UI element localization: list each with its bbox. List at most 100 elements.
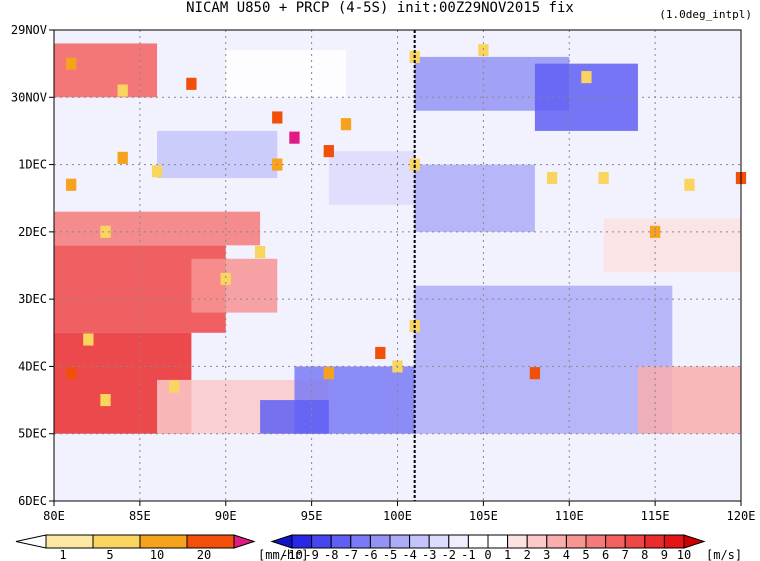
u850-bar-right-arrow bbox=[683, 534, 706, 549]
u850-bar-label: -10 bbox=[281, 548, 303, 561]
precip-bar-label: 20 bbox=[197, 548, 211, 561]
u850-bar-segment bbox=[311, 534, 332, 549]
x-tick-label: 90E bbox=[215, 509, 237, 523]
precip-cell bbox=[151, 165, 163, 178]
u850-bar-segment bbox=[565, 534, 587, 549]
precip-cell bbox=[66, 178, 77, 191]
y-tick-label: 1DEC bbox=[18, 158, 47, 172]
precip-cell bbox=[66, 57, 77, 70]
u850-bar-segment bbox=[467, 534, 489, 549]
u850-bar-label: 2 bbox=[524, 548, 531, 561]
u850-bar-label: 3 bbox=[543, 548, 550, 561]
u850-bar-segment bbox=[448, 534, 469, 549]
u850-bar-segment bbox=[526, 534, 548, 549]
u850-colorbar: -10 -9 -8 -7 -6 -5 -4 -3 -2 -1 0 1 2 3 4 5 6 7 8 9 10 [m/s] bbox=[270, 534, 742, 561]
u850-region bbox=[603, 218, 741, 273]
precip-cell bbox=[340, 118, 352, 131]
precip-bar-left-arrow bbox=[15, 534, 47, 549]
precip-colorbar: 1 5 10 20 [mm/hr] bbox=[15, 534, 309, 561]
u850-bar-segment bbox=[663, 534, 685, 549]
precip-cell bbox=[529, 367, 541, 380]
precip-bar-unit: [mm/hr] bbox=[258, 548, 309, 561]
y-tick-label: 30NOV bbox=[11, 90, 47, 104]
u850-bar-segment bbox=[389, 534, 411, 549]
u850-region bbox=[157, 130, 278, 179]
y-tick-label: 2DEC bbox=[18, 225, 47, 239]
u850-region bbox=[54, 43, 158, 98]
u850-bar-label: 1 bbox=[504, 548, 511, 561]
y-tick-label: 3DEC bbox=[18, 292, 47, 306]
x-tick-label: 95E bbox=[301, 509, 323, 523]
precip-bar-right-arrow bbox=[233, 534, 256, 549]
u850-bar-label: 7 bbox=[622, 548, 629, 561]
u850-bar-label: -2 bbox=[442, 548, 456, 561]
u850-bar-label: -6 bbox=[363, 548, 377, 561]
x-tick-label: 105E bbox=[469, 509, 498, 523]
u850-bar-segment bbox=[605, 534, 626, 549]
u850-region bbox=[191, 258, 278, 313]
u850-bar-segment bbox=[291, 534, 313, 549]
x-tick-label: 110E bbox=[555, 509, 584, 523]
u850-bar-segment bbox=[350, 534, 371, 549]
u850-bar-label: -4 bbox=[402, 548, 416, 561]
u850-bar-label: -5 bbox=[383, 548, 397, 561]
precip-cell bbox=[83, 333, 94, 346]
x-tick-label: 85E bbox=[129, 509, 151, 523]
u850-region bbox=[225, 50, 346, 98]
precip-cell bbox=[186, 77, 197, 90]
precip-cell bbox=[66, 367, 77, 380]
precip-cell bbox=[220, 272, 231, 286]
precip-cell bbox=[289, 131, 300, 144]
precip-cell bbox=[546, 171, 558, 185]
precip-cell bbox=[375, 346, 386, 360]
u850-bar-segment bbox=[369, 534, 391, 549]
precip-bar-segment bbox=[139, 534, 188, 549]
u850-bar-segment bbox=[487, 534, 509, 549]
u850-bar-left-arrow bbox=[270, 534, 293, 549]
x-tick-label: 100E bbox=[383, 509, 412, 523]
precip-cell bbox=[100, 225, 111, 238]
y-axis-ticks: 29NOV 30NOV 1DEC 2DEC 3DEC 4DEC 5DEC 6DEC bbox=[11, 23, 54, 508]
precip-cell bbox=[117, 84, 128, 97]
u850-bar-label: -1 bbox=[461, 548, 475, 561]
u850-bar-label: -3 bbox=[422, 548, 436, 561]
u850-bar-segment bbox=[428, 534, 450, 549]
precip-cell bbox=[581, 71, 592, 84]
x-tick-label: 80E bbox=[43, 509, 65, 523]
u850-bar-unit: [m/s] bbox=[706, 548, 742, 561]
u850-bar-label: 6 bbox=[602, 548, 609, 561]
u850-region bbox=[637, 366, 741, 434]
precip-cell bbox=[272, 111, 283, 124]
u850-bar-label: -7 bbox=[344, 548, 358, 561]
u850-region bbox=[260, 400, 329, 434]
precip-cell bbox=[323, 367, 334, 380]
precip-bar-segment bbox=[186, 534, 235, 549]
u850-bar-segment bbox=[585, 534, 607, 549]
u850-region bbox=[328, 151, 415, 205]
precip-cell bbox=[598, 171, 609, 185]
u850-bar-segment bbox=[546, 534, 567, 549]
y-tick-label: 6DEC bbox=[18, 494, 47, 508]
u850-region bbox=[414, 164, 535, 232]
u850-bar-label: 10 bbox=[677, 548, 691, 561]
interpolation-note: (1.0deg_intpl) bbox=[659, 8, 752, 21]
precip-cell bbox=[478, 44, 489, 57]
x-tick-label: 115E bbox=[641, 509, 670, 523]
u850-bar-label: -9 bbox=[304, 548, 318, 561]
u850-bar-label: 5 bbox=[582, 548, 589, 561]
u850-bar-label: 0 bbox=[484, 548, 491, 561]
precip-cell bbox=[254, 245, 266, 259]
precip-bar-label: 5 bbox=[106, 548, 113, 561]
precip-cell bbox=[117, 151, 128, 164]
u850-bar-segment bbox=[644, 534, 665, 549]
u850-bar-segment bbox=[507, 534, 528, 549]
u850-region bbox=[54, 211, 261, 246]
u850-bar-label: 4 bbox=[563, 548, 570, 561]
chart-title: NICAM U850 + PRCP (4-5S) init:00Z29NOV20… bbox=[186, 0, 574, 16]
precip-bar-segment bbox=[45, 534, 94, 549]
u850-bar-segment bbox=[624, 534, 646, 549]
precip-bar-segment bbox=[92, 534, 141, 549]
precip-bar-label: 1 bbox=[59, 548, 66, 561]
precip-cell bbox=[323, 145, 334, 158]
